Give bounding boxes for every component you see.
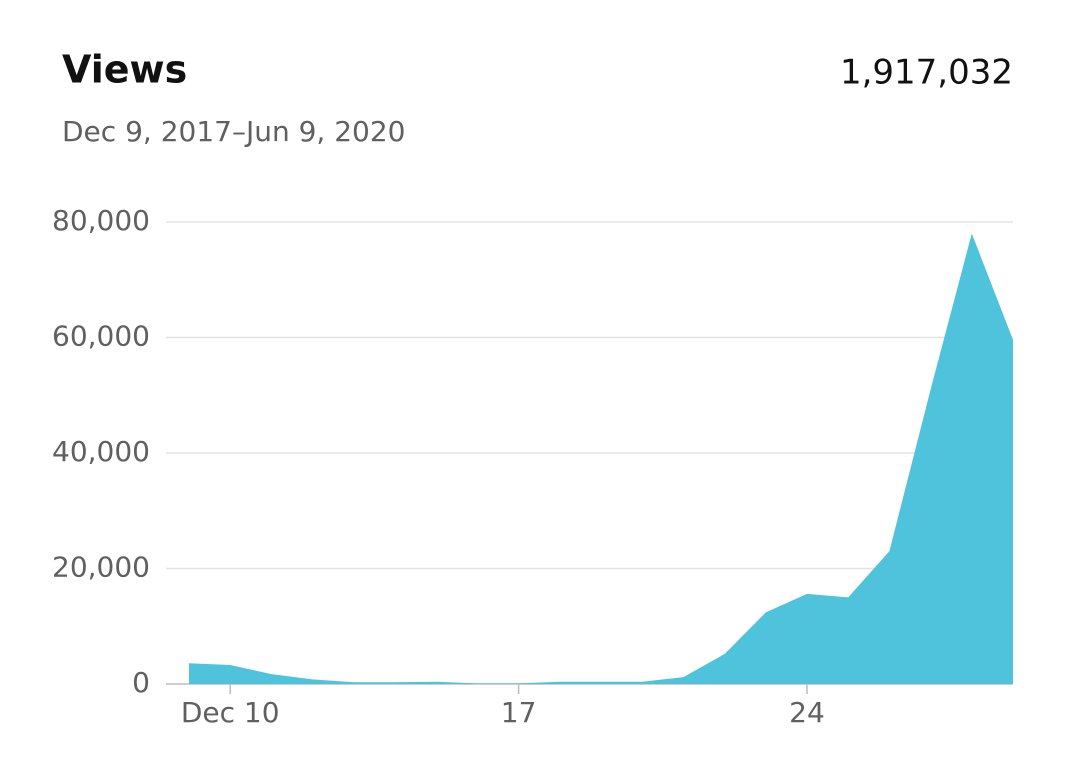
y-tick-label: 40,000 [52, 435, 150, 468]
total-views: 1,917,032 [840, 53, 1013, 93]
x-tick-label: 17 [501, 696, 537, 729]
x-tick-label: Dec 10 [181, 696, 280, 729]
y-tick-label: 80,000 [52, 204, 150, 237]
date-range: Dec 9, 2017–Jun 9, 2020 [62, 115, 405, 148]
y-tick-label: 0 [132, 666, 150, 699]
y-tick-label: 20,000 [52, 551, 150, 584]
x-tick-label: 24 [789, 696, 825, 729]
chart-title: Views [62, 48, 187, 92]
area [189, 233, 1013, 685]
y-tick-label: 60,000 [52, 320, 150, 353]
